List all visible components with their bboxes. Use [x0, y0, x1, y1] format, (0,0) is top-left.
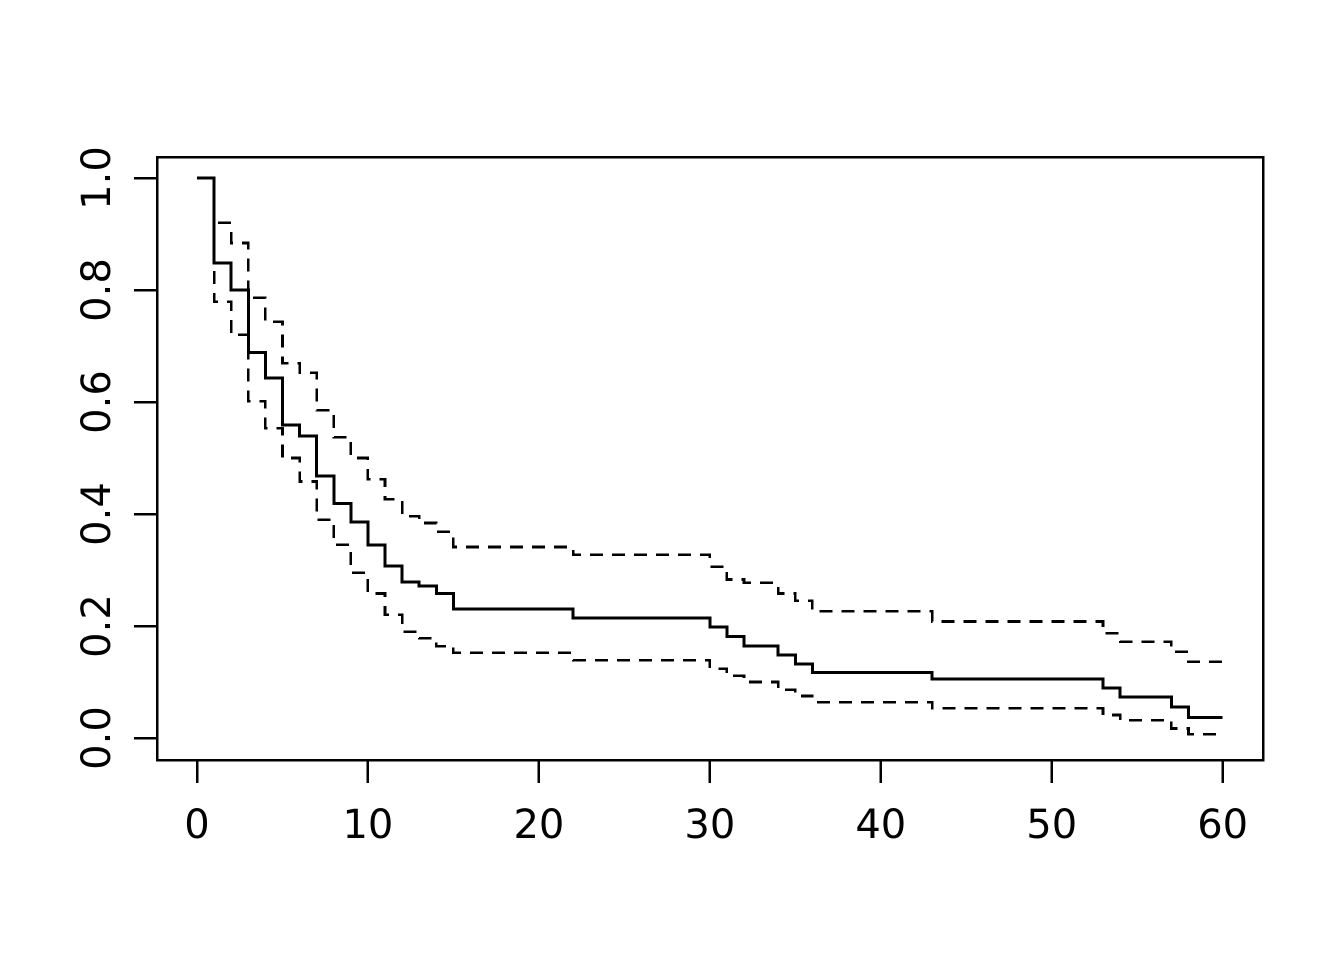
x-tick-label: 30 — [684, 802, 735, 848]
y-tick-label: 0.8 — [74, 258, 120, 322]
plot-box — [155, 155, 1265, 762]
x-tick-label: 60 — [1197, 802, 1248, 848]
upper-95-ci-curve — [197, 176, 1223, 664]
x-axis: 0 10 20 30 40 50 60 — [184, 760, 1248, 848]
y-tick-label: 0.6 — [74, 370, 120, 434]
axes-layer: 0 10 20 30 40 50 60 0.0 0.2 0.4 0.6 0.8 1.0 — [74, 146, 1265, 848]
x-tick-label: 10 — [342, 802, 393, 848]
x-tick-label: 50 — [1026, 802, 1077, 848]
lower-95-ci-curve — [197, 176, 1223, 736]
series-layer — [197, 176, 1223, 736]
y-tick-label: 0.0 — [74, 706, 120, 770]
y-axis: 0.0 0.2 0.4 0.6 0.8 1.0 — [74, 146, 157, 770]
x-tick-label: 0 — [184, 802, 209, 848]
x-tick-label: 40 — [855, 802, 906, 848]
survival-estimate-curve — [197, 176, 1223, 719]
y-tick-label: 0.4 — [74, 482, 120, 546]
x-tick-label: 20 — [513, 802, 564, 848]
y-tick-label: 0.2 — [74, 594, 120, 658]
y-tick-label: 1.0 — [74, 146, 120, 210]
